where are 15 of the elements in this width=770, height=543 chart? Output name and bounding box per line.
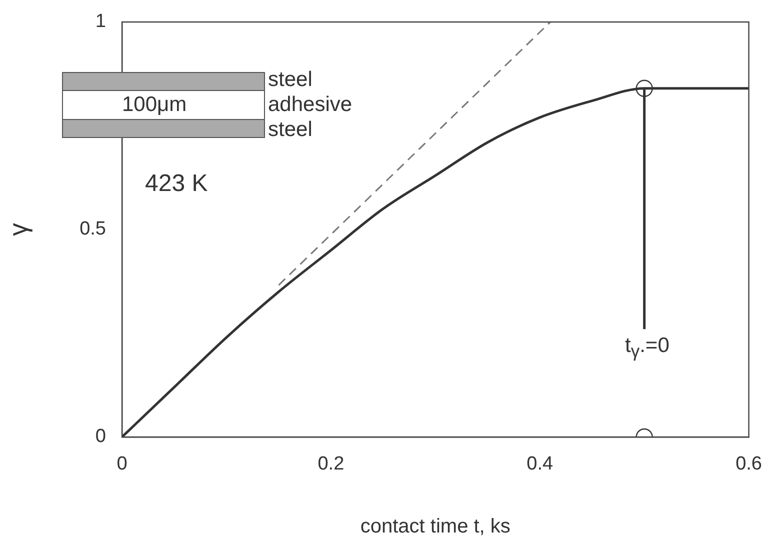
x-tick-label: 0 — [116, 454, 128, 475]
annotation: steel — [268, 68, 312, 92]
x-tick-label: 0.4 — [526, 454, 554, 475]
y-tick-label: 0 — [95, 426, 106, 448]
annotation: steel — [268, 118, 312, 142]
x-axis-title: contact time t, ks — [360, 516, 510, 538]
annotation: 100μm — [122, 93, 187, 117]
x-tick-label: 0.2 — [318, 454, 344, 475]
annotation: t$_{γ}$.=0 — [625, 334, 670, 364]
annotation: adhesive — [268, 93, 352, 117]
y-axis-title: γ — [2, 223, 33, 236]
annotation: 423 K — [145, 170, 208, 197]
y-tick-label: 0.5 — [80, 218, 106, 240]
x-tick-label: 0.6 — [736, 454, 762, 475]
y-tick-label: 1 — [95, 11, 106, 32]
